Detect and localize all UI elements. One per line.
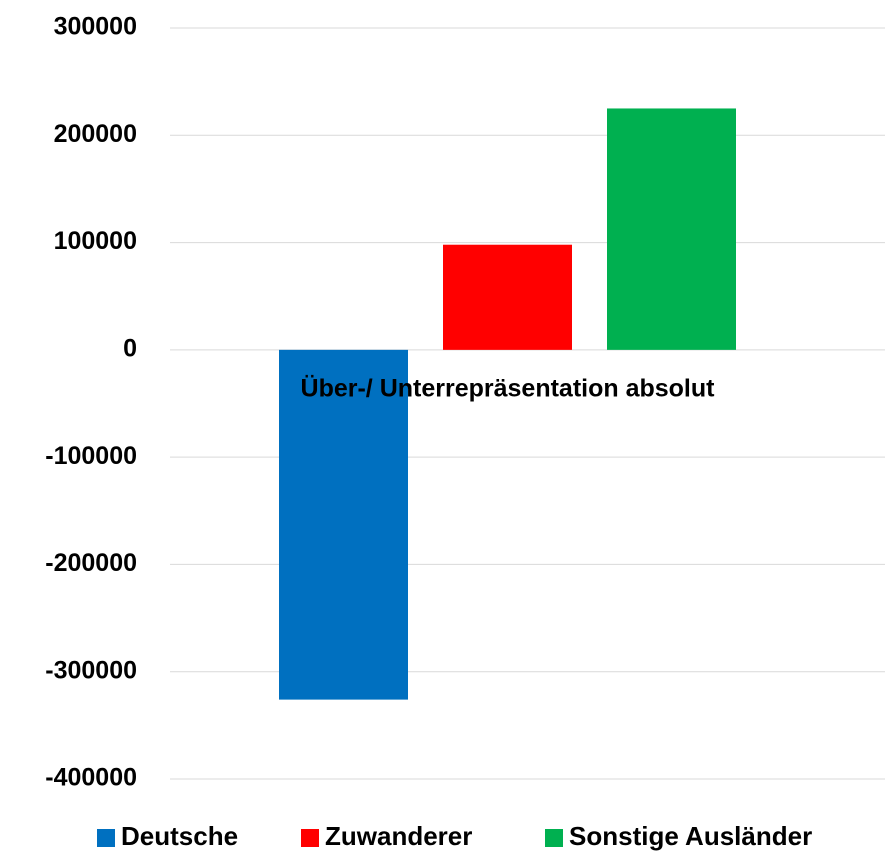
y-tick-label: -300000 xyxy=(45,656,137,684)
y-tick-label: 0 xyxy=(123,334,137,362)
legend-swatch xyxy=(97,829,115,847)
y-tick-label: 100000 xyxy=(54,227,137,255)
y-tick-label: -200000 xyxy=(45,549,137,577)
x-tick-label: Über-/ Unterrepräsentation absolut xyxy=(301,374,716,403)
legend-label: Sonstige Ausländer xyxy=(569,821,812,851)
legend-label: Zuwanderer xyxy=(325,821,472,851)
y-tick-label: -100000 xyxy=(45,442,137,470)
legend-swatch xyxy=(545,829,563,847)
bar xyxy=(279,349,408,700)
y-tick-label: 300000 xyxy=(54,13,137,41)
legend-label: Deutsche xyxy=(121,821,238,851)
bar xyxy=(607,108,736,350)
bar xyxy=(443,244,572,350)
y-tick-label: -400000 xyxy=(45,764,137,792)
legend-swatch xyxy=(301,829,319,847)
y-tick-label: 200000 xyxy=(54,120,137,148)
